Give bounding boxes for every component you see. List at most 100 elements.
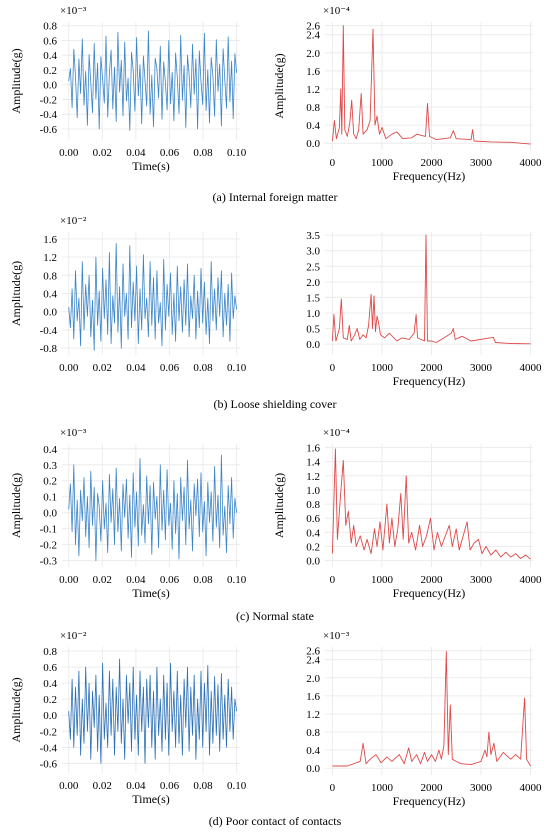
y-tick-label: 2.0 (306, 48, 320, 60)
y-tick-label: 1.6 (43, 234, 57, 246)
series-line (332, 651, 531, 767)
y-tick-label: 0.6 (306, 513, 320, 525)
x-tick-label: 0.02 (93, 362, 112, 374)
y-tick-label: -0.8 (40, 343, 58, 355)
y-tick-label: 2.6 (306, 646, 320, 658)
x-axis-label: Time(s) (132, 792, 170, 806)
y-tick-label: 1.6 (306, 66, 320, 78)
y-tick-label: 0.0 (43, 508, 57, 520)
y-tick-label: 2.0 (306, 673, 320, 685)
y-tick-label: 1.2 (43, 252, 57, 264)
chart-b-frequency-spectrum: 0.0 0.5 1.0 1.5 2.0 2.5 3.0 3.5 0 1000 2000 3000 400… (306, 230, 542, 388)
x-tick-label: 0 (330, 574, 336, 586)
y-tick-label: -0.4 (40, 325, 58, 337)
chart-d-time-signal: -0.6 -0.4 -0.2 0.0 0.2 0.4 0.6 0.8 0.00 0.02 0.04 0… (9, 630, 247, 806)
y-tick-label: 1.5 (306, 292, 320, 304)
x-tick-label: 0.08 (193, 362, 213, 374)
series-line (68, 454, 237, 561)
y-tick-label: -0.1 (40, 524, 57, 536)
x-tick-label: 0.04 (126, 147, 146, 159)
axis-multiplier: ×10⁻² (60, 215, 87, 227)
y-tick-label: 0.4 (43, 678, 57, 690)
y-axis-label: Amplitude(g) (9, 261, 23, 326)
y-tick-label: 0.8 (306, 102, 320, 114)
y-axis-label: Amplitude(g) (275, 473, 286, 538)
x-tick-label: 2000 (420, 782, 443, 794)
y-axis-label: Amplitude(g) (9, 473, 23, 538)
x-tick-label: 0.00 (59, 362, 79, 374)
axis-multiplier: ×10⁻³ (60, 5, 87, 17)
axis-multiplier: ×10⁻⁴ (323, 5, 350, 17)
y-tick-label: 1.2 (306, 709, 320, 721)
y-axis-label: Amplitude(g) (9, 48, 23, 113)
y-tick-label: 3.0 (306, 246, 320, 258)
y-tick-label: 0.8 (306, 499, 320, 511)
y-tick-label: 1.2 (306, 471, 320, 483)
y-tick-label: 0.0 (306, 339, 320, 351)
y-tick-label: 0.0 (43, 307, 57, 319)
x-tick-label: 0.08 (193, 780, 213, 792)
y-tick-label: 0.4 (43, 444, 57, 456)
axis-multiplier: ×10⁻³ (323, 630, 350, 642)
y-tick-label: 1.6 (306, 691, 320, 703)
x-tick-label: 1000 (371, 362, 394, 374)
caption-d: (d) Poor contact of contacts (208, 814, 342, 828)
x-tick-label: 0 (330, 782, 336, 794)
x-tick-label: 0 (330, 157, 336, 169)
caption-b: (b) Loose shielding cover (213, 397, 337, 411)
y-tick-label: 1.0 (306, 485, 320, 497)
y-tick-label: 3.5 (306, 230, 320, 242)
x-axis-label: Frequency(Hz) (393, 169, 466, 183)
x-tick-label: 0.10 (227, 574, 247, 586)
y-tick-label: -0.4 (40, 109, 58, 121)
x-tick-label: 2000 (420, 574, 443, 586)
caption-c: (c) Normal state (236, 609, 314, 623)
x-axis-label: Time(s) (132, 586, 170, 600)
x-tick-label: 2000 (420, 157, 443, 169)
y-tick-label: -0.2 (40, 94, 57, 106)
x-tick-label: 0.00 (59, 780, 79, 792)
y-tick-label: -0.6 (40, 758, 58, 770)
y-tick-label: -0.6 (40, 124, 58, 136)
x-axis-label: Frequency(Hz) (393, 586, 466, 600)
y-tick-label: 1.4 (306, 457, 320, 469)
y-tick-label: 0.3 (43, 460, 57, 472)
x-axis-label: Frequency(Hz) (393, 374, 466, 388)
y-tick-label: 0.0 (43, 80, 57, 92)
y-tick-label: -0.3 (40, 556, 58, 568)
y-tick-label: 0.4 (306, 745, 320, 757)
y-tick-label: 2.0 (306, 277, 320, 289)
x-tick-label: 3000 (470, 782, 493, 794)
x-tick-label: 4000 (520, 574, 543, 586)
y-tick-label: -0.2 (40, 540, 57, 552)
axis-multiplier: ×10⁻⁴ (323, 427, 350, 439)
y-tick-label: 0.6 (43, 662, 57, 674)
y-tick-label: 0.4 (43, 289, 57, 301)
series-line (331, 234, 531, 345)
x-tick-label: 0.02 (93, 574, 112, 586)
x-tick-label: 1000 (371, 157, 394, 169)
x-tick-label: 0.00 (59, 574, 79, 586)
y-tick-label: 2.4 (306, 655, 320, 667)
y-tick-label: 0.8 (306, 727, 320, 739)
series-line (68, 30, 237, 131)
chart-c-time-signal: -0.3 -0.2 -0.1 0.0 0.1 0.2 0.3 0.4 0.00 0.02 0.04 0… (9, 427, 247, 600)
y-tick-label: 0.2 (306, 542, 320, 554)
x-tick-label: 0.04 (126, 574, 146, 586)
y-tick-label: 2.4 (306, 30, 320, 42)
y-tick-label: 1.0 (306, 308, 320, 320)
y-tick-label: 1.2 (306, 84, 320, 96)
chart-b-time-signal: -0.8 -0.4 0.0 0.4 0.8 1.2 1.6 0.00 0.02 0.04 0.06 0… (9, 215, 247, 374)
x-tick-label: 0.06 (160, 362, 180, 374)
y-tick-label: 0.4 (306, 527, 320, 539)
series-line (68, 243, 237, 351)
x-tick-label: 0.00 (59, 147, 79, 159)
y-tick-label: 2.6 (306, 21, 320, 33)
y-tick-label: 1.6 (306, 443, 320, 455)
x-tick-label: 3000 (470, 574, 493, 586)
y-tick-label: 0.8 (43, 646, 57, 658)
y-tick-label: 0.5 (306, 324, 320, 336)
x-tick-label: 0.10 (227, 780, 247, 792)
axis-multiplier: ×10⁻³ (60, 427, 87, 439)
